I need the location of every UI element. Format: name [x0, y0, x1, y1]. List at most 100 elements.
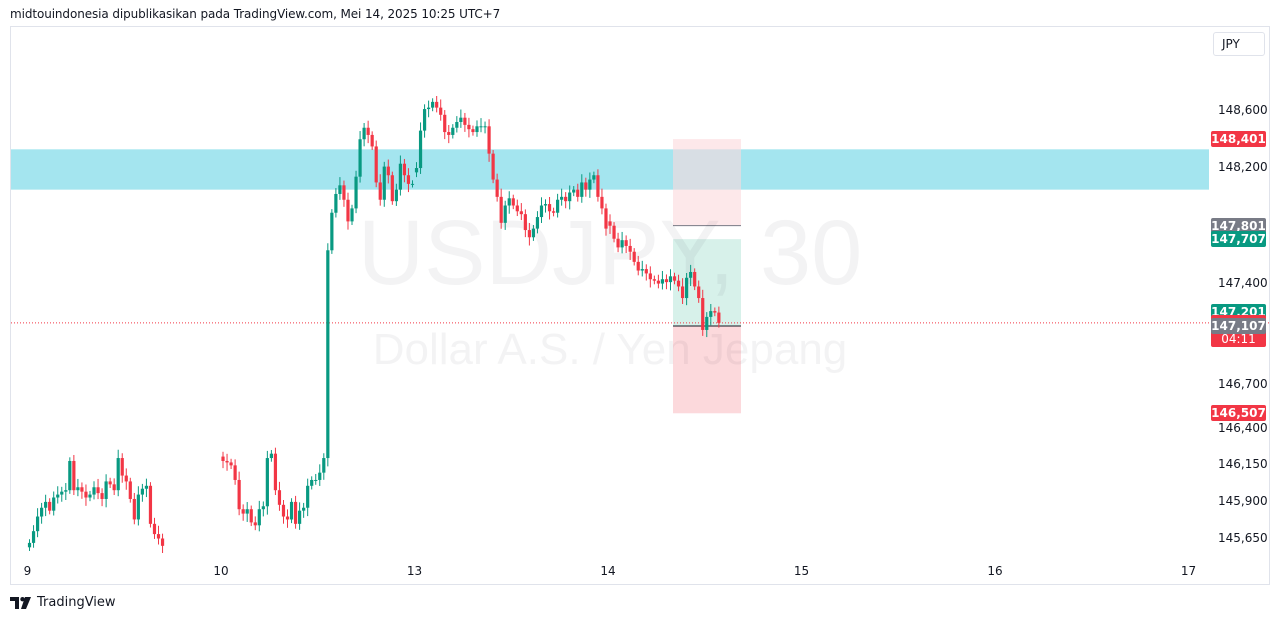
candle	[588, 172, 592, 198]
candle	[515, 199, 519, 217]
candle	[560, 188, 564, 206]
candle	[689, 264, 693, 287]
candle-body	[479, 126, 483, 128]
candle-body	[596, 175, 600, 197]
candle-body	[104, 481, 108, 499]
candle	[672, 272, 677, 285]
candle	[128, 477, 132, 503]
candle	[84, 484, 88, 506]
candle-body	[285, 516, 290, 520]
candle	[564, 192, 568, 209]
candle	[108, 477, 112, 489]
candle	[664, 274, 669, 290]
candle-body	[35, 516, 40, 532]
candle	[298, 502, 302, 530]
candle	[676, 274, 681, 292]
candle	[402, 158, 407, 183]
candle	[660, 270, 665, 290]
candle	[491, 150, 495, 184]
candle	[580, 174, 584, 203]
candle	[398, 155, 402, 196]
candle-body	[84, 491, 88, 498]
candle-body	[225, 460, 229, 463]
publish-info: midtouindonesia dipublikasikan pada Trad…	[10, 7, 501, 21]
candle	[697, 280, 701, 303]
candle	[596, 169, 600, 202]
candle-body	[108, 481, 112, 485]
candle	[523, 209, 527, 238]
candle	[68, 457, 72, 494]
price-axis-label: 148,200	[1218, 160, 1268, 175]
candle-body	[422, 109, 427, 131]
candle-body	[281, 504, 286, 517]
candle	[535, 211, 540, 234]
candle-body	[68, 460, 72, 491]
candle	[148, 482, 153, 528]
candle	[285, 509, 290, 528]
candle	[584, 177, 588, 197]
candle	[104, 474, 108, 508]
candle	[612, 222, 616, 243]
candle	[378, 174, 382, 206]
candle	[253, 516, 257, 531]
candle-body	[342, 185, 346, 200]
candle-body	[535, 217, 540, 229]
price-axis-label: 145,900	[1218, 493, 1268, 508]
candle	[277, 481, 282, 511]
candle-body	[471, 129, 475, 133]
candle	[713, 307, 717, 317]
candle	[693, 268, 697, 291]
candle-body	[685, 277, 689, 299]
candle	[88, 490, 92, 502]
candle-body	[475, 126, 479, 133]
candle	[112, 478, 116, 496]
candle	[705, 312, 709, 338]
candle-body	[116, 458, 120, 491]
candle	[410, 180, 415, 188]
candle-body	[519, 211, 523, 215]
price-badge: 147,107	[1211, 318, 1266, 335]
candle	[624, 235, 628, 254]
time-axis-label: 15	[793, 564, 810, 578]
candle	[636, 255, 640, 276]
candle	[604, 203, 608, 236]
candle	[257, 500, 261, 532]
brand[interactable]: TradingView	[10, 595, 116, 610]
candle-body	[608, 221, 612, 226]
candle-body	[334, 193, 338, 213]
candle-body	[592, 175, 596, 180]
candle	[471, 125, 475, 136]
candle	[390, 171, 394, 205]
candle-body	[523, 214, 527, 231]
candle	[144, 478, 149, 498]
candle-body	[503, 205, 507, 223]
candle	[92, 481, 96, 500]
candle	[314, 473, 318, 485]
candle	[76, 478, 80, 497]
candle	[40, 502, 44, 524]
position-target-zone	[673, 239, 741, 327]
currency-button[interactable]: JPY	[1213, 32, 1265, 56]
candle-body	[148, 485, 153, 524]
candle	[334, 188, 338, 218]
price-badge: 147,801	[1211, 217, 1266, 234]
candle-body	[322, 458, 326, 473]
candle-body	[132, 498, 136, 520]
candle	[64, 483, 68, 500]
candle	[414, 162, 419, 178]
time-axis-label: 9	[23, 564, 32, 578]
candle-body	[52, 497, 56, 511]
candle-body	[644, 269, 648, 274]
candle	[531, 225, 536, 241]
candle	[439, 99, 443, 121]
candle-body	[100, 493, 104, 499]
candle-body	[483, 126, 487, 128]
candle-body	[390, 175, 394, 202]
price-badge-value: 147,107	[1211, 319, 1266, 334]
candle	[487, 119, 491, 162]
candle	[644, 264, 648, 281]
candle	[616, 232, 620, 253]
candle-body	[717, 312, 721, 323]
candle	[237, 471, 241, 516]
